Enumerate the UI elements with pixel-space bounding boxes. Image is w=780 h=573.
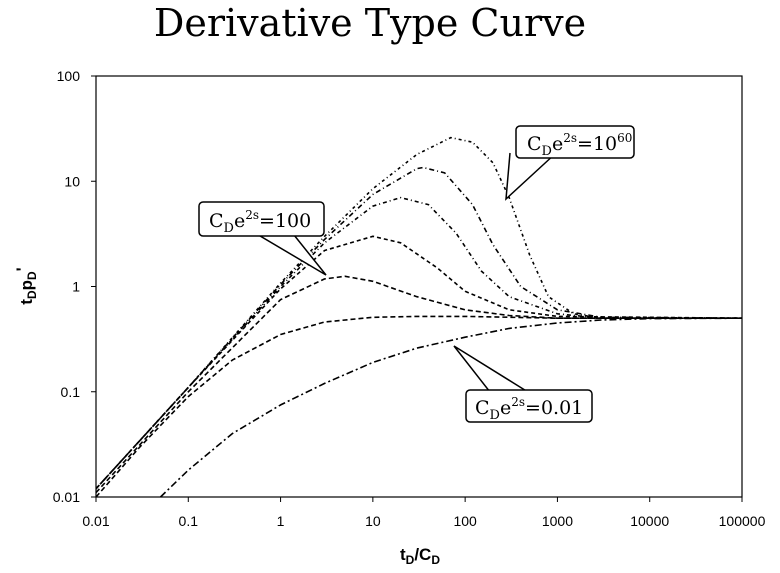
callout-pointer <box>249 229 327 276</box>
callout-cde2s-10e60: CDe2s=1060 <box>505 125 635 201</box>
callout-label: CDe2s=100 <box>209 208 311 236</box>
curve-series-1 <box>95 315 742 498</box>
y-tick-label: 10 <box>64 173 80 189</box>
y-tick-label: 0.01 <box>53 489 80 505</box>
x-tick-label: 1 <box>277 513 285 529</box>
callout-label: CDe2s=1060 <box>527 131 632 159</box>
x-axis-label: tD/CD <box>400 545 440 567</box>
x-tick-label: 0.01 <box>82 513 109 529</box>
x-tick-label: 100000 <box>719 513 766 529</box>
y-axis-ticks: 0.01 0.1 1 10 100 <box>53 68 96 505</box>
curves <box>95 136 743 498</box>
x-tick-label: 0.1 <box>179 513 199 529</box>
curve-series-2 <box>95 275 742 494</box>
curve-series-4 <box>95 196 742 490</box>
x-axis-ticks: 0.01 0.1 1 10 100 1000 10000 100000 <box>82 497 766 529</box>
curve-series-3 <box>95 235 743 490</box>
chart-title: Derivative Type Curve <box>154 1 586 45</box>
y-tick-label: 1 <box>72 279 80 295</box>
callout-cde2s-100: CDe2s=100 <box>198 201 327 276</box>
y-tick-label: 0.1 <box>61 384 81 400</box>
y-tick-label: 100 <box>57 68 81 84</box>
callout-cde2s-0-01: CDe2s=0.01 <box>453 345 593 423</box>
x-tick-label: 10000 <box>630 513 669 529</box>
curve-series-0 <box>159 317 743 498</box>
callout-box <box>465 389 593 423</box>
x-tick-label: 1000 <box>542 513 573 529</box>
x-tick-label: 100 <box>453 513 477 529</box>
plot-area-frame <box>95 75 743 498</box>
curve-series-5 <box>95 166 743 490</box>
callout-box <box>198 201 325 237</box>
callout-label: CDe2s=0.01 <box>475 395 583 423</box>
callout-pointer <box>505 152 557 201</box>
x-tick-label: 10 <box>365 513 381 529</box>
callout-pointer <box>453 345 529 393</box>
curve-series-6 <box>95 136 742 490</box>
y-axis-label: tDpD' <box>13 267 39 304</box>
callout-box <box>515 125 635 159</box>
